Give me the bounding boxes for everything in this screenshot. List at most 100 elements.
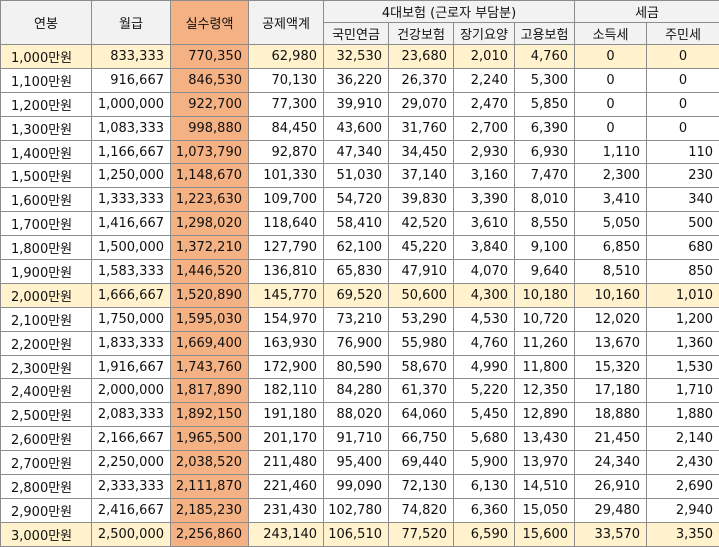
header-total-deduction: 공제액계	[249, 1, 324, 45]
cell-monthly-pay: 916,667	[92, 68, 171, 92]
cell-income-tax: 0	[575, 68, 647, 92]
cell-health-insurance: 61,370	[389, 379, 454, 403]
cell-resident-tax: 0	[647, 92, 719, 116]
cell-monthly-pay: 1,416,667	[92, 212, 171, 236]
cell-income-tax: 12,020	[575, 307, 647, 331]
cell-income-tax: 21,450	[575, 427, 647, 451]
cell-monthly-pay: 2,250,000	[92, 451, 171, 475]
cell-employment-insurance: 5,850	[515, 92, 575, 116]
cell-employment-insurance: 9,640	[515, 260, 575, 284]
cell-employment-insurance: 13,970	[515, 451, 575, 475]
cell-national-pension: 43,600	[324, 116, 389, 140]
cell-employment-insurance: 5,300	[515, 68, 575, 92]
cell-monthly-pay: 1,333,333	[92, 188, 171, 212]
cell-total-deduction: 127,790	[249, 236, 324, 260]
cell-net-pay: 770,350	[171, 45, 249, 69]
cell-long-term-care: 4,760	[454, 331, 515, 355]
header-insurance-group: 4대보험 (근로자 부담분)	[324, 1, 575, 23]
cell-resident-tax: 2,140	[647, 427, 719, 451]
header-employment-insurance: 고용보험	[515, 23, 575, 45]
cell-income-tax: 26,910	[575, 475, 647, 499]
cell-net-pay: 1,817,890	[171, 379, 249, 403]
cell-long-term-care: 3,840	[454, 236, 515, 260]
cell-employment-insurance: 15,600	[515, 522, 575, 546]
cell-employment-insurance: 11,260	[515, 331, 575, 355]
cell-employment-insurance: 11,800	[515, 355, 575, 379]
cell-resident-tax: 2,940	[647, 498, 719, 522]
cell-total-deduction: 84,450	[249, 116, 324, 140]
cell-annual-salary: 1,900만원	[1, 260, 92, 284]
cell-employment-insurance: 12,890	[515, 403, 575, 427]
cell-national-pension: 39,910	[324, 92, 389, 116]
cell-long-term-care: 2,010	[454, 45, 515, 69]
cell-annual-salary: 2,400만원	[1, 379, 92, 403]
cell-annual-salary: 2,700만원	[1, 451, 92, 475]
cell-annual-salary: 1,200만원	[1, 92, 92, 116]
cell-total-deduction: 172,900	[249, 355, 324, 379]
cell-employment-insurance: 10,720	[515, 307, 575, 331]
cell-total-deduction: 231,430	[249, 498, 324, 522]
cell-total-deduction: 201,170	[249, 427, 324, 451]
cell-resident-tax: 2,430	[647, 451, 719, 475]
cell-long-term-care: 6,590	[454, 522, 515, 546]
cell-monthly-pay: 1,000,000	[92, 92, 171, 116]
cell-national-pension: 73,210	[324, 307, 389, 331]
cell-resident-tax: 0	[647, 45, 719, 69]
cell-resident-tax: 1,710	[647, 379, 719, 403]
cell-income-tax: 6,850	[575, 236, 647, 260]
cell-monthly-pay: 2,333,333	[92, 475, 171, 499]
cell-resident-tax: 230	[647, 164, 719, 188]
cell-resident-tax: 2,690	[647, 475, 719, 499]
cell-income-tax: 24,340	[575, 451, 647, 475]
cell-health-insurance: 72,130	[389, 475, 454, 499]
cell-health-insurance: 69,440	[389, 451, 454, 475]
cell-monthly-pay: 1,250,000	[92, 164, 171, 188]
cell-net-pay: 922,700	[171, 92, 249, 116]
cell-national-pension: 102,780	[324, 498, 389, 522]
cell-employment-insurance: 4,760	[515, 45, 575, 69]
cell-monthly-pay: 1,500,000	[92, 236, 171, 260]
cell-total-deduction: 70,130	[249, 68, 324, 92]
header-income-tax: 소득세	[575, 23, 647, 45]
cell-annual-salary: 2,300만원	[1, 355, 92, 379]
cell-long-term-care: 2,470	[454, 92, 515, 116]
cell-resident-tax: 3,350	[647, 522, 719, 546]
cell-annual-salary: 2,200만원	[1, 331, 92, 355]
cell-national-pension: 76,900	[324, 331, 389, 355]
header-net-pay: 실수령액	[171, 1, 249, 45]
cell-health-insurance: 50,600	[389, 283, 454, 307]
cell-net-pay: 1,520,890	[171, 283, 249, 307]
cell-income-tax: 2,300	[575, 164, 647, 188]
cell-net-pay: 1,892,150	[171, 403, 249, 427]
cell-total-deduction: 136,810	[249, 260, 324, 284]
cell-health-insurance: 29,070	[389, 92, 454, 116]
cell-total-deduction: 145,770	[249, 283, 324, 307]
cell-health-insurance: 58,670	[389, 355, 454, 379]
cell-long-term-care: 4,070	[454, 260, 515, 284]
cell-income-tax: 13,670	[575, 331, 647, 355]
cell-monthly-pay: 2,500,000	[92, 522, 171, 546]
cell-total-deduction: 221,460	[249, 475, 324, 499]
cell-long-term-care: 6,360	[454, 498, 515, 522]
cell-annual-salary: 1,600만원	[1, 188, 92, 212]
cell-national-pension: 91,710	[324, 427, 389, 451]
cell-health-insurance: 47,910	[389, 260, 454, 284]
cell-total-deduction: 101,330	[249, 164, 324, 188]
cell-health-insurance: 39,830	[389, 188, 454, 212]
cell-resident-tax: 1,880	[647, 403, 719, 427]
cell-national-pension: 80,590	[324, 355, 389, 379]
cell-annual-salary: 2,600만원	[1, 427, 92, 451]
cell-national-pension: 51,030	[324, 164, 389, 188]
cell-monthly-pay: 2,166,667	[92, 427, 171, 451]
